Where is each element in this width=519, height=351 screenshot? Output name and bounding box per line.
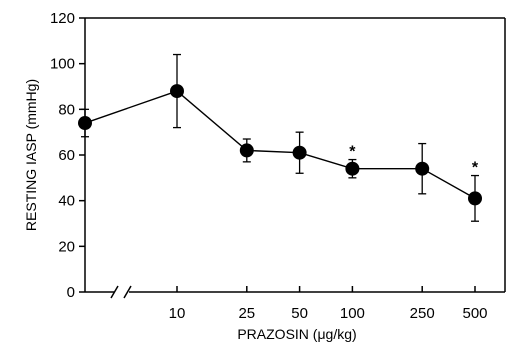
data-point: [78, 116, 92, 131]
y-tick-label: 80: [58, 101, 75, 118]
y-tick-label: 40: [58, 193, 75, 210]
data-point: [170, 84, 184, 99]
data-point: [415, 161, 430, 176]
data-point: [345, 161, 360, 176]
significance-marker: *: [472, 160, 479, 177]
y-tick-label: 100: [50, 56, 75, 73]
axis-break-mark: [123, 285, 132, 299]
data-point: [239, 143, 254, 158]
series-line: [84, 90, 476, 199]
y-tick-label: 60: [58, 147, 75, 164]
data-point: [468, 191, 482, 206]
series-layer: **: [78, 53, 482, 222]
x-tick-label: 50: [291, 305, 308, 322]
y-tick-label: 120: [50, 10, 75, 27]
significance-marker: *: [349, 144, 356, 161]
y-axis-label: RESTING IASP (mmHg): [23, 79, 39, 231]
axes: [84, 17, 506, 299]
x-axis-ticks: 10 25 50 100 250 500: [169, 286, 488, 322]
x-axis-label: PRAZOSIN (μg/kg): [237, 326, 356, 342]
x-tick-label: 250: [410, 305, 435, 322]
y-tick-label: 20: [58, 238, 75, 255]
axis-break-mark: [110, 285, 119, 299]
data-point: [292, 145, 307, 160]
y-tick-label: 0: [67, 284, 75, 301]
x-tick-label: 25: [238, 305, 255, 322]
x-tick-label: 100: [340, 305, 365, 322]
y-axis-ticks: 0 20 40 60 80 100 120: [50, 10, 85, 301]
x-tick-label: 10: [169, 305, 186, 322]
x-tick-label: 500: [462, 305, 487, 322]
